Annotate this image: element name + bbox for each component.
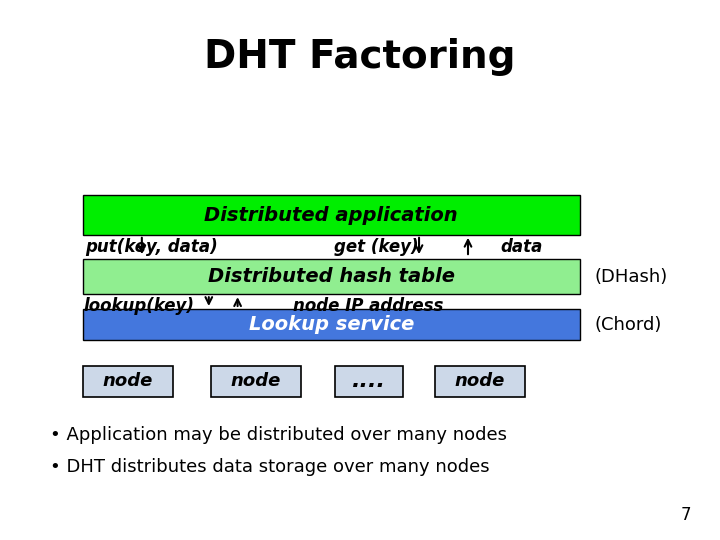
Text: get (key): get (key) bbox=[334, 238, 419, 256]
Text: lookup(key): lookup(key) bbox=[84, 297, 194, 315]
Text: node IP address: node IP address bbox=[293, 297, 444, 315]
Text: Distributed application: Distributed application bbox=[204, 206, 458, 225]
Text: • DHT distributes data storage over many nodes: • DHT distributes data storage over many… bbox=[50, 458, 490, 476]
Text: • Application may be distributed over many nodes: • Application may be distributed over ma… bbox=[50, 426, 508, 444]
Text: put(key, data): put(key, data) bbox=[85, 238, 217, 256]
Text: DHT Factoring: DHT Factoring bbox=[204, 38, 516, 76]
Text: Lookup service: Lookup service bbox=[248, 315, 414, 334]
Bar bbox=[83, 259, 580, 294]
Bar bbox=[83, 195, 580, 235]
Text: (Chord): (Chord) bbox=[594, 315, 662, 334]
Text: node: node bbox=[103, 372, 153, 390]
Text: Distributed hash table: Distributed hash table bbox=[207, 267, 455, 286]
Bar bbox=[83, 309, 580, 340]
Bar bbox=[211, 366, 301, 397]
Text: node: node bbox=[231, 372, 281, 390]
Text: ....: .... bbox=[352, 371, 386, 392]
Text: data: data bbox=[500, 238, 543, 256]
Bar bbox=[83, 366, 173, 397]
Bar bbox=[435, 366, 525, 397]
Text: node: node bbox=[455, 372, 505, 390]
Text: 7: 7 bbox=[680, 506, 691, 524]
Text: (DHash): (DHash) bbox=[594, 268, 667, 286]
Bar bbox=[335, 366, 403, 397]
